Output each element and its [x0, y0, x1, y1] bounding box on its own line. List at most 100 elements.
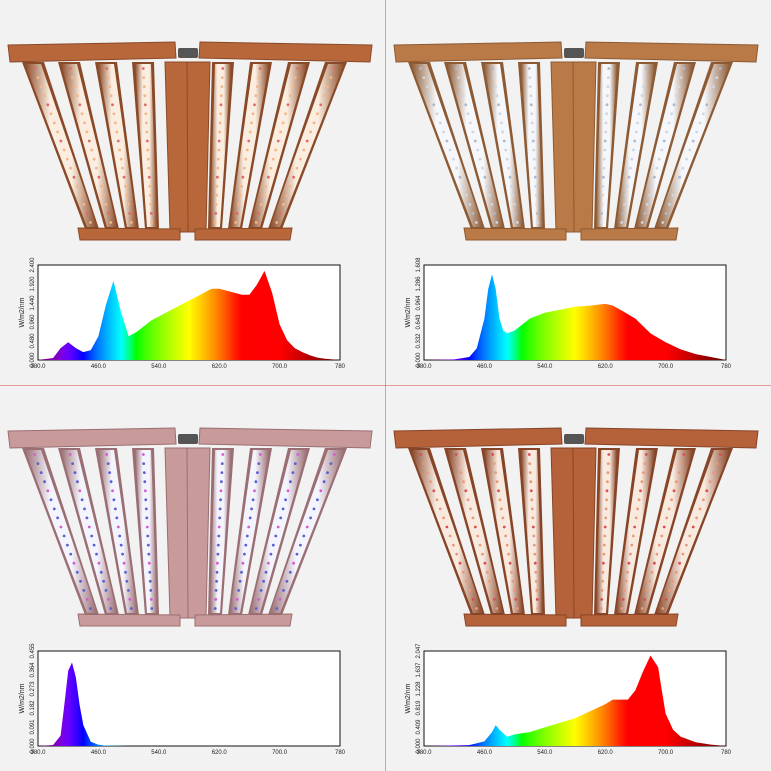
panel-full-spectrum: 380.0 460.0 540.0 620.0 700.0 780 0.000 0.480 0.…: [0, 0, 385, 385]
grow-light-image: [393, 41, 759, 241]
x-tick-label: 540.0: [537, 364, 553, 370]
panel-blue-uv-spectrum: 380.0 460.0 540.0 620.0 700.0 780 0.000 0.091 0.…: [0, 386, 385, 771]
panel-red-spectrum: 380.0 460.0 540.0 620.0 700.0 780 0.000 0.409 0.…: [386, 386, 771, 771]
led-strip: [268, 448, 347, 615]
y-tick-label: 0.819: [416, 700, 422, 716]
y-tick-label: 1.228: [416, 681, 422, 697]
y-tick-label: 0.480: [30, 333, 36, 349]
spectrum-area: [38, 662, 340, 746]
y-tick-label: 1.637: [416, 662, 422, 678]
y-tick-label: 0.409: [416, 719, 422, 735]
y-tick-label: 0.960: [30, 314, 36, 330]
led-strip: [634, 448, 696, 615]
led-strip: [481, 448, 525, 615]
led-strip: [228, 448, 272, 615]
y-tick-label: 0.000: [30, 352, 36, 368]
y-tick-label: 1.286: [416, 276, 422, 292]
led-strip: [518, 448, 545, 615]
spectrum-area: [424, 274, 726, 360]
hinge: [178, 434, 198, 444]
y-tick-label: 2.400: [30, 257, 36, 273]
x-tick-label: 380.0: [30, 750, 46, 756]
x-tick-label: 620.0: [598, 364, 614, 370]
grow-light-image: [7, 41, 373, 241]
y-tick-label: 0.364: [30, 662, 36, 678]
top-bar-left: [393, 41, 563, 63]
spectrum-chart: 380.0 460.0 540.0 620.0 700.0 780 0.000 0.332 0.…: [405, 257, 732, 370]
led-strip: [268, 62, 347, 229]
top-bar-left: [393, 427, 563, 449]
y-tick-label: 2.047: [416, 643, 422, 659]
led-strip: [248, 448, 310, 615]
x-tick-label: 380.0: [416, 364, 432, 370]
x-tick-label: 540.0: [151, 364, 167, 370]
spectrum-chart: 380.0 460.0 540.0 620.0 700.0 780 0.000 0.409 0.…: [405, 643, 732, 756]
led-strip: [132, 448, 159, 615]
led-strip: [228, 62, 272, 229]
led-strip: [95, 448, 139, 615]
top-bar-right: [584, 427, 759, 449]
x-tick-label: 700.0: [272, 750, 288, 756]
chart-frame: [37, 650, 341, 747]
x-tick-label: 780: [721, 364, 732, 370]
x-tick-label: 540.0: [151, 750, 167, 756]
spectrum-area: [424, 655, 726, 746]
led-strip: [594, 62, 620, 229]
x-tick-label: 620.0: [212, 364, 228, 370]
x-tick-label: 460.0: [91, 750, 107, 756]
x-tick-label: 700.0: [658, 364, 674, 370]
spectrum-chart: 380.0 460.0 540.0 620.0 700.0 780 0.000 0.480 0.…: [19, 257, 346, 370]
led-strip: [614, 62, 658, 229]
x-tick-label: 780: [335, 750, 346, 756]
top-bar-right: [198, 41, 373, 63]
y-tick-label: 0.000: [30, 738, 36, 754]
x-tick-label: 380.0: [30, 364, 46, 370]
led-strip: [444, 62, 505, 229]
led-strip: [444, 448, 505, 615]
led-strip: [408, 448, 485, 615]
led-strip: [481, 62, 525, 229]
y-axis-label: W/m2/nm: [19, 683, 26, 713]
y-tick-label: 0.091: [30, 719, 36, 735]
led-strip: [22, 448, 99, 615]
x-tick-label: 700.0: [272, 364, 288, 370]
x-tick-label: 700.0: [658, 750, 674, 756]
x-tick-label: 460.0: [477, 750, 493, 756]
led-strip: [248, 62, 310, 229]
led-strip: [208, 448, 234, 615]
x-tick-label: 780: [721, 750, 732, 756]
x-tick-label: 460.0: [91, 364, 107, 370]
led-strip: [58, 448, 119, 615]
y-tick-label: 1.920: [30, 276, 36, 292]
x-tick-label: 380.0: [416, 750, 432, 756]
hinge: [564, 434, 584, 444]
y-tick-label: 0.643: [416, 314, 422, 330]
led-strip: [594, 448, 620, 615]
panel-white-spectrum: 380.0 460.0 540.0 620.0 700.0 780 0.000 0.332 0.…: [386, 0, 771, 385]
led-strip: [654, 448, 733, 615]
led-strip: [634, 62, 696, 229]
top-bar-right: [198, 427, 373, 449]
top-bar-left: [7, 41, 177, 63]
y-tick-label: 0.455: [30, 643, 36, 659]
led-strip: [95, 62, 139, 229]
y-axis-label: W/m2/nm: [405, 297, 412, 327]
x-tick-label: 620.0: [212, 750, 228, 756]
led-strip: [132, 62, 159, 229]
y-axis-label: W/m2/nm: [405, 683, 412, 713]
top-bar-left: [7, 427, 177, 449]
led-strip: [22, 62, 99, 229]
top-bar-right: [584, 41, 759, 63]
x-tick-label: 460.0: [477, 364, 493, 370]
led-strip: [58, 62, 119, 229]
y-tick-label: 0.332: [416, 333, 422, 349]
hinge: [178, 48, 198, 58]
led-strip: [518, 62, 545, 229]
led-strip: [654, 62, 733, 229]
y-tick-label: 0.000: [416, 352, 422, 368]
y-axis-label: W/m2/nm: [19, 297, 26, 327]
spectrum-area: [38, 270, 340, 360]
grow-light-image: [7, 427, 373, 627]
y-tick-label: 1.608: [416, 257, 422, 273]
y-tick-label: 1.440: [30, 295, 36, 311]
